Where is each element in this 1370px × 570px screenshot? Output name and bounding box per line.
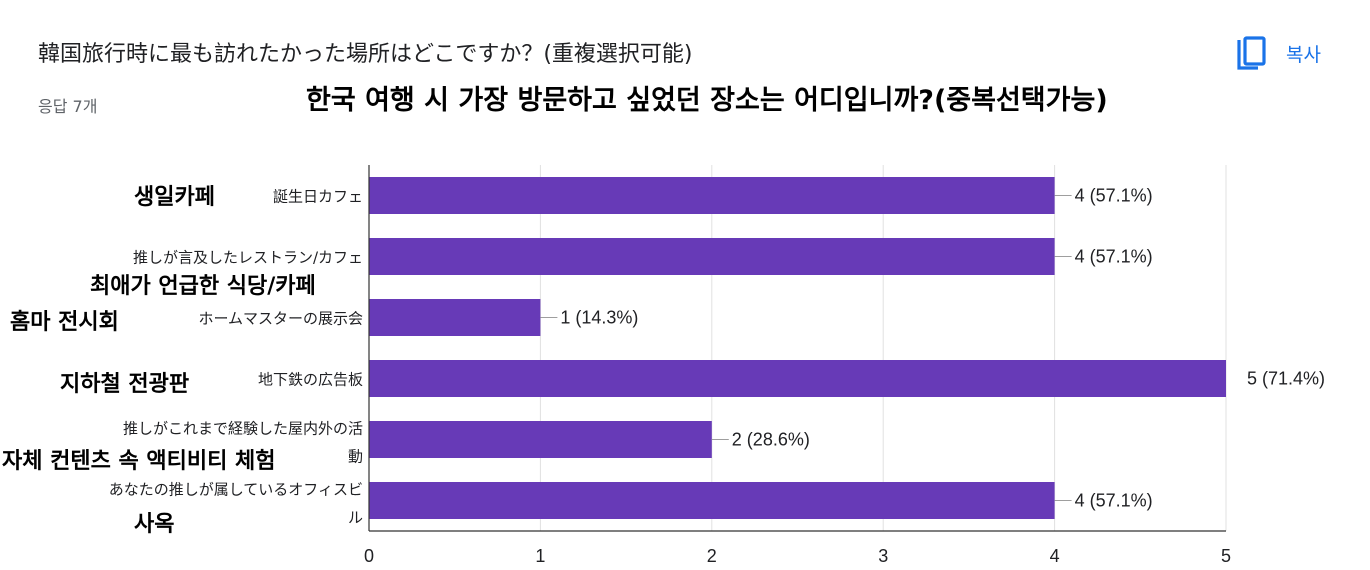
bar — [369, 177, 1055, 214]
question-title: 韓国旅行時に最も訪れたかった場所はどこですか？(重複選択可能) — [38, 42, 693, 67]
copy-icon — [1237, 36, 1266, 70]
x-tick-label: 3 — [878, 546, 888, 566]
korean-category-label: 최애가 언급한 식당/카페 — [90, 274, 316, 299]
bar — [369, 299, 541, 336]
data-label: 4 (57.1%) — [1075, 491, 1153, 511]
bar — [369, 238, 1055, 275]
data-label: 4 (57.1%) — [1075, 247, 1153, 267]
data-label: 4 (57.1%) — [1075, 186, 1153, 206]
data-label: 5 (71.4%) — [1247, 369, 1325, 389]
korean-category-label: 자체 컨텐츠 속 액티비티 체험 — [2, 449, 276, 474]
copy-button-label: 복사 — [1286, 44, 1321, 66]
x-tick-label: 1 — [535, 546, 545, 566]
korean-category-label: 사옥 — [134, 512, 175, 537]
bar — [369, 482, 1055, 519]
x-tick-label: 4 — [1050, 546, 1060, 566]
x-tick-label: 2 — [707, 546, 717, 566]
category-label: ホームマスターの展示会 — [198, 310, 363, 328]
data-label: 2 (28.6%) — [732, 430, 810, 450]
x-tick-label: 5 — [1221, 546, 1231, 566]
bar — [369, 421, 712, 458]
x-tick-label: 0 — [364, 546, 374, 566]
category-label: 推しがこれまで経験した屋内外の活 — [123, 420, 363, 438]
category-label: あなたの推しが属しているオフィスビ — [109, 481, 363, 499]
korean-category-label: 생일카페 — [134, 185, 215, 210]
category-label: 誕生日カフェ — [273, 188, 363, 206]
category-label: 推しが言及したレストラン/カフェ — [133, 249, 363, 267]
category-label: 動 — [348, 448, 363, 466]
category-label: 地下鉄の広告板 — [258, 371, 363, 389]
bar — [369, 360, 1226, 397]
korean-category-label: 지하철 전광판 — [60, 372, 190, 397]
category-label: ル — [348, 509, 363, 527]
data-label: 1 (14.3%) — [560, 308, 638, 328]
response-count: 응답 7개 — [38, 97, 98, 116]
korean-overlay-title: 한국 여행 시 가장 방문하고 싶었던 장소는 어디입니까?(중복선택가능) — [306, 85, 1108, 116]
korean-category-label: 홈마 전시회 — [10, 310, 119, 335]
copy-button[interactable]: 복사 — [1230, 34, 1342, 74]
